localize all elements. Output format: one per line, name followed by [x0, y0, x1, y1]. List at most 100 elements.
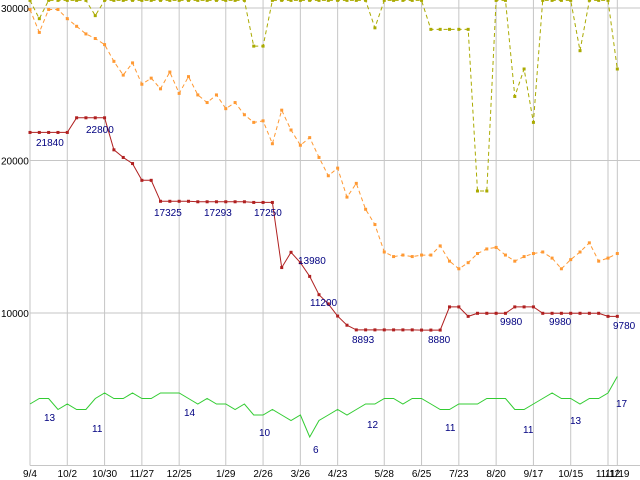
- marker-lowest-price: [373, 328, 377, 332]
- marker-average-price: [242, 113, 246, 117]
- marker-lowest-price: [326, 302, 330, 306]
- marker-lowest-price: [550, 311, 554, 315]
- marker-lowest-price: [103, 116, 107, 120]
- marker-highest-price: [131, 0, 135, 2]
- y-axis-label: 20000: [1, 157, 29, 168]
- marker-highest-price: [373, 26, 377, 30]
- marker-lowest-price: [364, 328, 368, 332]
- marker-average-price: [196, 93, 200, 97]
- marker-highest-price: [233, 0, 237, 2]
- marker-highest-price: [308, 0, 312, 2]
- marker-lowest-price: [531, 305, 535, 309]
- value-label: 12: [367, 420, 379, 431]
- x-axis-label: 6/25: [412, 469, 432, 480]
- marker-highest-price: [448, 27, 452, 31]
- marker-lowest-price: [615, 314, 619, 318]
- marker-highest-price: [224, 0, 228, 2]
- marker-average-price: [429, 253, 433, 257]
- marker-average-price: [578, 250, 582, 254]
- marker-lowest-price: [121, 155, 125, 159]
- marker-lowest-price: [65, 130, 69, 134]
- marker-highest-price: [522, 67, 526, 71]
- marker-highest-price: [354, 0, 358, 2]
- x-axis-label: 2/26: [253, 469, 273, 480]
- marker-lowest-price: [93, 116, 97, 120]
- marker-lowest-price: [578, 311, 582, 315]
- y-axis-label: 10000: [1, 309, 29, 320]
- marker-average-price: [159, 87, 163, 91]
- marker-average-price: [103, 43, 107, 47]
- marker-lowest-price: [56, 130, 60, 134]
- marker-average-price: [149, 76, 153, 80]
- marker-highest-price: [47, 0, 51, 2]
- marker-lowest-price: [569, 311, 573, 315]
- marker-highest-price: [587, 0, 591, 2]
- marker-average-price: [485, 247, 489, 251]
- marker-average-price: [186, 75, 190, 79]
- marker-lowest-price: [438, 328, 442, 332]
- marker-lowest-price: [448, 305, 452, 309]
- marker-lowest-price: [177, 199, 181, 203]
- x-axis-label: 3/26: [291, 469, 311, 480]
- marker-lowest-price: [457, 305, 461, 309]
- marker-highest-price: [298, 0, 302, 2]
- y-axis-label: 30000: [1, 4, 29, 15]
- marker-average-price: [345, 195, 349, 199]
- marker-highest-price: [382, 0, 386, 2]
- x-axis-label: 5/28: [375, 469, 395, 480]
- marker-average-price: [84, 32, 88, 36]
- marker-lowest-price: [336, 314, 340, 318]
- x-axis-label: 10/30: [92, 469, 117, 480]
- marker-lowest-price: [559, 311, 563, 315]
- value-label: 8893: [352, 335, 375, 346]
- marker-lowest-price: [196, 200, 200, 204]
- marker-lowest-price: [541, 311, 545, 315]
- marker-lowest-price: [392, 328, 396, 332]
- marker-highest-price: [317, 0, 321, 2]
- marker-average-price: [522, 255, 526, 259]
- marker-highest-price: [252, 44, 256, 48]
- marker-highest-price: [261, 44, 265, 48]
- marker-highest-price: [186, 0, 190, 2]
- value-label: 11: [523, 425, 534, 436]
- marker-lowest-price: [410, 328, 414, 332]
- marker-lowest-price: [308, 274, 312, 278]
- marker-average-price: [336, 166, 340, 170]
- marker-highest-price: [597, 0, 601, 2]
- marker-average-price: [587, 241, 591, 245]
- marker-lowest-price: [261, 200, 265, 204]
- marker-highest-price: [364, 0, 368, 2]
- marker-highest-price: [177, 0, 181, 2]
- marker-average-price: [37, 30, 41, 34]
- marker-highest-price: [438, 27, 442, 31]
- value-label: 21840: [36, 138, 64, 149]
- marker-average-price: [121, 73, 125, 77]
- value-label: 17: [616, 399, 628, 410]
- marker-lowest-price: [401, 328, 405, 332]
- marker-lowest-price: [149, 178, 153, 182]
- marker-highest-price: [457, 27, 461, 31]
- marker-lowest-price: [503, 311, 507, 315]
- marker-average-price: [205, 101, 209, 105]
- marker-highest-price: [513, 94, 517, 98]
- marker-average-price: [569, 258, 573, 262]
- marker-average-price: [448, 259, 452, 263]
- marker-highest-price: [28, 0, 32, 2]
- marker-average-price: [131, 61, 135, 65]
- x-axis-label: 9/4: [23, 469, 37, 480]
- value-label: 11: [92, 424, 103, 435]
- marker-lowest-price: [382, 328, 386, 332]
- value-label: 11200: [310, 298, 338, 309]
- marker-average-price: [326, 174, 330, 178]
- marker-average-price: [270, 142, 274, 146]
- marker-highest-price: [121, 0, 125, 2]
- x-axis-label: 8/20: [486, 469, 506, 480]
- x-axis-label: 12/25: [167, 469, 192, 480]
- marker-average-price: [503, 253, 507, 257]
- x-axis-label: 11/27: [130, 469, 155, 480]
- marker-highest-price: [326, 0, 330, 2]
- marker-lowest-price: [280, 266, 284, 270]
- marker-highest-price: [410, 0, 414, 2]
